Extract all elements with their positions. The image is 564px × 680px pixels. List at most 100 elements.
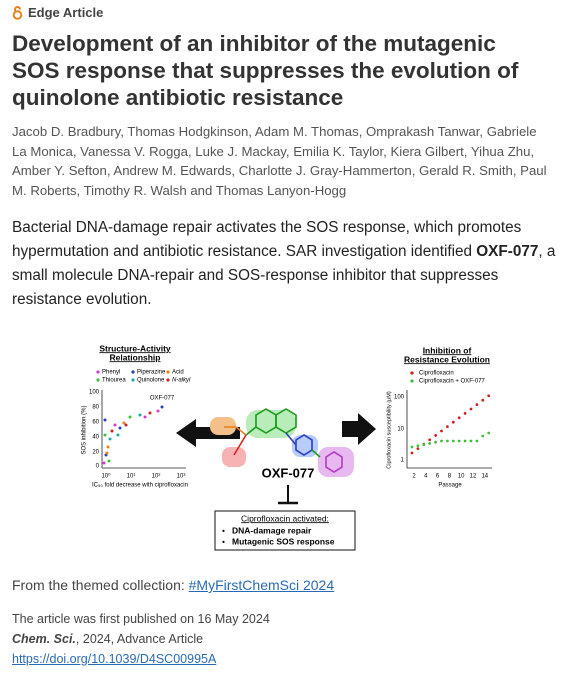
decor-point	[156, 409, 160, 413]
decor-point	[107, 459, 111, 463]
box-item: DNA-damage repair	[232, 525, 312, 535]
decor-point	[434, 440, 437, 444]
x-tick-label: 2	[412, 474, 416, 480]
decor-point	[108, 437, 112, 441]
x-tick-label: 10¹	[127, 474, 136, 480]
decor-point	[410, 445, 414, 449]
abstract-text: Bacterial DNA-damage repair activates th…	[12, 219, 522, 260]
x-tick-label: 10	[458, 474, 465, 480]
decor-point	[463, 412, 467, 415]
legend: Phenyl Piperazine Acid Thiourea Quinolon…	[96, 370, 191, 384]
article-type-label: Edge Article	[28, 5, 104, 20]
decor-point	[410, 451, 414, 455]
title-line: SOS response that suppresses the evoluti…	[12, 58, 519, 83]
title-line: Development of an inhibitor of the mutag…	[12, 31, 496, 56]
decor-point	[138, 413, 142, 417]
y-axis-label: Ciprofloxacin susceptibility (μM)	[386, 391, 392, 469]
y-tick-label: 80	[92, 405, 99, 411]
x-tick-label: 4	[424, 474, 428, 480]
decor-point	[113, 423, 117, 427]
y-tick-label: 20	[92, 450, 99, 456]
x-tick-label: 6	[436, 474, 440, 480]
abstract-text: , a small molecule DNA-repair and SOS-re…	[12, 243, 556, 308]
decor-point	[446, 425, 449, 428]
decor-point	[469, 439, 473, 443]
decor-point	[457, 439, 461, 443]
decor-point	[116, 433, 120, 437]
decor-point	[469, 407, 473, 411]
open-access-icon	[12, 5, 23, 20]
decor-point	[475, 439, 479, 443]
arrow	[342, 413, 376, 445]
article-title: Development of an inhibitor of the mutag…	[12, 30, 557, 111]
authors: Jacob D. Bradbury, Thomas Hodgkinson, Ad…	[12, 124, 547, 198]
decor-point	[481, 398, 485, 402]
x-tick-label: 10⁰	[101, 473, 111, 480]
series-points	[410, 394, 491, 455]
y-tick-label: 100	[394, 395, 405, 401]
decor-point	[434, 434, 437, 437]
panel-title: Resistance Evolution	[404, 354, 490, 364]
annotation: OXF-077	[150, 396, 175, 402]
y-tick-label: 100	[89, 390, 100, 396]
decor-point	[416, 444, 420, 448]
decor-point	[463, 439, 467, 443]
decor-point	[128, 415, 132, 419]
decor-point	[103, 433, 107, 437]
x-tick-label: 8	[448, 474, 452, 480]
decor-point	[487, 431, 491, 435]
y-tick-label: 40	[92, 435, 99, 441]
x-axis-label: IC₅₀ fold decrease with ciprofloxacin	[92, 483, 188, 489]
x-axis-label: Passage	[438, 483, 462, 489]
x-tick-label: 10²	[152, 474, 161, 480]
graphical-abstract: Structure-Activity Relationship Phenyl P…	[82, 343, 492, 551]
decor-point	[416, 447, 420, 450]
decor-point	[160, 405, 164, 409]
panel-title: Relationship	[109, 352, 160, 362]
decor-point	[457, 416, 461, 420]
decor-point	[451, 420, 455, 424]
decor-point	[102, 461, 106, 465]
decor-point	[475, 403, 479, 406]
x-tick-label: 12	[470, 474, 477, 480]
decor-point	[103, 418, 107, 422]
arrow	[176, 419, 240, 447]
bullet: •	[222, 536, 225, 546]
decor-point	[118, 426, 122, 430]
compound-label: OXF-077	[262, 465, 315, 480]
decor-point	[122, 421, 126, 425]
published-date: The article was first published on 16 Ma…	[12, 612, 270, 626]
decor-point	[440, 439, 443, 443]
decor-point	[422, 443, 426, 446]
y-tick-label: 10	[397, 427, 404, 433]
decor-point	[481, 434, 485, 438]
decor-point	[124, 423, 128, 427]
y-tick-label: 1	[401, 458, 405, 464]
abstract-highlight: OXF-077	[476, 243, 539, 260]
bullet: •	[222, 525, 225, 535]
legend-label: Ciprofloxacin	[419, 371, 454, 377]
article-type: Edge Article	[12, 5, 103, 20]
collection-link[interactable]: #MyFirstChemSci 2024	[188, 577, 335, 593]
decor-point	[451, 439, 455, 443]
legend-label: Thiourea	[102, 378, 126, 384]
decor-point	[110, 429, 114, 433]
legend-label: N-alkyl	[172, 378, 191, 384]
molecule	[210, 408, 354, 477]
box	[214, 510, 356, 551]
collection: From the themed collection: #MyFirstChem…	[12, 577, 334, 593]
decor-point	[446, 439, 449, 443]
citation: Chem. Sci., 2024, Advance Article	[12, 632, 203, 646]
x-tick-label: 14	[481, 474, 488, 480]
decor-point	[106, 445, 110, 449]
legend-label: Phenyl	[102, 370, 120, 376]
legend-label: Acid	[172, 370, 184, 376]
doi-link[interactable]: https://doi.org/10.1039/D4SC00995A	[12, 652, 217, 666]
decor-point	[428, 438, 432, 442]
decor-point	[148, 411, 152, 415]
y-tick-label: 60	[92, 420, 99, 426]
decor-point	[143, 415, 147, 419]
abstract: Bacterial DNA-damage repair activates th…	[12, 216, 557, 312]
title-line: quinolone antibiotic resistance	[12, 85, 344, 110]
